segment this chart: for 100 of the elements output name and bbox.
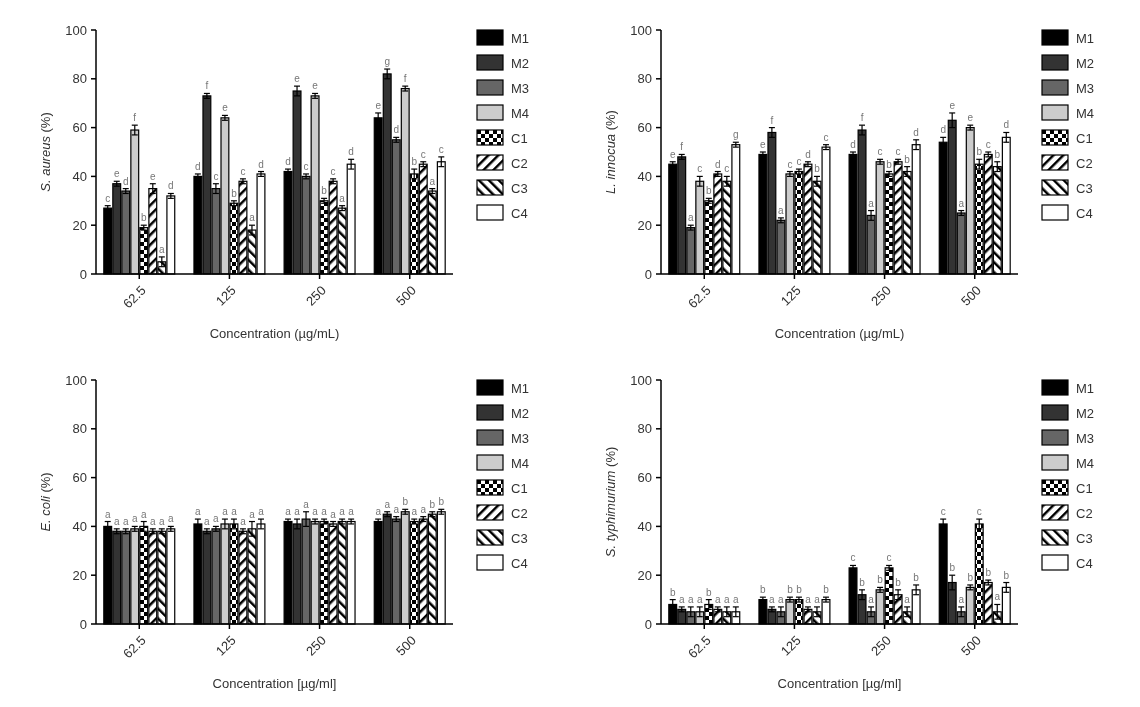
y-tick-label: 20 — [637, 217, 652, 233]
y-tick-label: 40 — [72, 168, 87, 184]
data-label: a — [204, 515, 211, 527]
data-label: b — [985, 567, 992, 579]
data-label: a — [213, 513, 220, 525]
y-tick-label: 60 — [637, 470, 652, 486]
data-label: b — [429, 498, 436, 510]
y-tick-label: 40 — [72, 518, 87, 534]
legend-label: M2 — [511, 405, 530, 421]
data-label: a — [958, 593, 965, 605]
data-label: f — [680, 141, 684, 153]
data-label: b — [859, 576, 866, 588]
data-label: a — [778, 593, 785, 605]
x-tick-label: 500 — [958, 632, 985, 659]
data-label: a — [249, 508, 256, 520]
data-label: b — [669, 586, 676, 598]
data-label: a — [258, 506, 265, 518]
data-label: d — [1003, 119, 1010, 131]
data-label: d — [393, 124, 399, 136]
y-axis-title: L. innocua (%) — [603, 110, 618, 194]
data-label: a — [249, 212, 256, 224]
legend-label: C1 — [511, 130, 528, 146]
x-tick-label: 250 — [867, 632, 894, 659]
y-tick-label: 60 — [72, 120, 87, 136]
legend-label: M3 — [511, 80, 530, 96]
legend-label: M3 — [1076, 80, 1095, 96]
y-tick-label: 20 — [72, 217, 87, 233]
data-label: c — [213, 170, 219, 182]
data-label: b — [967, 571, 974, 583]
data-label: a — [231, 506, 238, 518]
y-tick-label: 80 — [72, 71, 87, 87]
data-label: a — [131, 513, 138, 525]
legend-label: M4 — [511, 455, 530, 471]
data-label: c — [985, 139, 991, 150]
data-label: b — [976, 146, 983, 158]
data-label: d — [805, 148, 811, 160]
data-label: c — [240, 165, 246, 177]
data-label: a — [805, 593, 812, 605]
data-label: b — [411, 156, 418, 168]
legend-label: M4 — [1076, 455, 1095, 471]
data-label: b — [787, 584, 794, 596]
data-label: a — [113, 515, 120, 527]
legend-label: C1 — [1076, 480, 1093, 496]
data-label: a — [222, 506, 229, 518]
data-label: e — [669, 148, 676, 160]
data-label: b — [706, 586, 712, 598]
data-label: c — [330, 165, 336, 177]
data-label: a — [294, 506, 301, 518]
data-label: b — [438, 496, 445, 508]
data-label: a — [994, 591, 1001, 603]
legend-label: C4 — [1076, 555, 1093, 571]
data-label: e — [312, 80, 319, 92]
data-label: b — [231, 187, 238, 199]
data-label: a — [159, 515, 166, 527]
data-label: a — [312, 506, 319, 518]
data-label: d — [195, 160, 201, 172]
data-label: a — [687, 593, 694, 605]
data-label: a — [285, 506, 292, 518]
x-tick-label: 125 — [212, 632, 239, 659]
data-label: a — [348, 506, 355, 518]
y-axis-title: S. typhimurium (%) — [603, 446, 618, 558]
legend-label: M4 — [1076, 105, 1095, 121]
data-label: d — [348, 146, 354, 158]
data-label: b — [796, 584, 803, 596]
legend-label: C2 — [1076, 155, 1093, 171]
data-label: a — [724, 593, 731, 605]
legend-label: C2 — [1076, 505, 1093, 521]
data-label: c — [303, 160, 309, 172]
data-label: d — [850, 139, 856, 150]
data-label: a — [958, 197, 965, 209]
legend-label: M3 — [1076, 430, 1095, 446]
legend-label: M1 — [511, 30, 530, 46]
data-label: g — [384, 56, 390, 68]
data-label: a — [141, 508, 147, 520]
y-axis-title: S. aureus (%) — [38, 112, 53, 192]
legend-label: C1 — [1076, 130, 1093, 146]
data-label: c — [105, 192, 111, 204]
data-label: d — [285, 156, 291, 168]
legend-label: C1 — [511, 480, 528, 496]
data-label: c — [724, 163, 730, 175]
data-label: a — [814, 593, 821, 605]
data-label: f — [403, 73, 407, 85]
legend-label: M2 — [511, 55, 530, 71]
data-label: a — [420, 503, 427, 515]
data-label: e — [294, 73, 301, 85]
data-label: c — [823, 131, 829, 143]
data-label: e — [150, 170, 157, 182]
data-label: a — [159, 243, 166, 255]
data-label: a — [339, 192, 346, 204]
data-label: a — [375, 506, 382, 518]
legend-label: M2 — [1076, 405, 1095, 421]
data-label: b — [877, 574, 884, 586]
legend-label: C3 — [1076, 530, 1093, 546]
y-tick-label: 40 — [637, 168, 652, 184]
data-label: a — [678, 593, 685, 605]
x-tick-label: 500 — [393, 282, 420, 309]
data-label: a — [339, 506, 346, 518]
y-tick-label: 60 — [72, 470, 87, 486]
y-tick-label: 60 — [637, 120, 652, 136]
x-tick-label: 500 — [958, 282, 985, 309]
